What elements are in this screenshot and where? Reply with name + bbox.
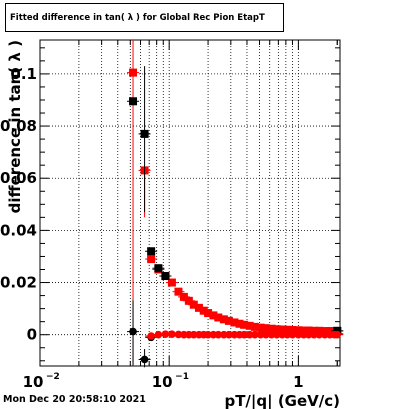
data-point-square bbox=[256, 323, 265, 332]
chart-title-box: Fitted difference in tan( λ ) for Global… bbox=[5, 3, 284, 32]
axis-tick-labels: 00.020.040.060.080.110 −2 10 −1 1 bbox=[0, 65, 304, 391]
data-point-square bbox=[245, 321, 254, 330]
grid-lines bbox=[40, 40, 340, 366]
data-point-square bbox=[230, 318, 239, 327]
data-point-circle bbox=[154, 330, 163, 339]
data-point-square bbox=[209, 311, 218, 320]
axis-ticks bbox=[39, 40, 340, 366]
x-tick-label: 1 bbox=[293, 373, 303, 391]
data-point-square bbox=[267, 324, 276, 333]
x-axis-label: pT/|q| (GeV/c) bbox=[224, 392, 340, 409]
x-tick-label: 10 bbox=[152, 373, 173, 391]
data-point-square bbox=[154, 264, 163, 273]
data-point-circle bbox=[140, 355, 149, 364]
x-tick-label: 10 bbox=[23, 373, 44, 391]
data-point-circle bbox=[129, 327, 137, 336]
data-marks bbox=[127, 40, 344, 368]
data-point-square bbox=[235, 319, 244, 328]
data-point-square bbox=[129, 68, 138, 77]
data-point-square bbox=[261, 324, 270, 333]
x-tick-exponent: −2 bbox=[46, 372, 60, 382]
data-point-square bbox=[199, 306, 208, 315]
data-point-circle bbox=[161, 330, 170, 338]
data-point-square bbox=[147, 247, 156, 256]
data-point-square bbox=[224, 316, 233, 325]
data-point-square bbox=[189, 300, 198, 309]
data-point-square bbox=[214, 313, 223, 322]
y-tick-label: 0.04 bbox=[0, 221, 37, 239]
data-point-square bbox=[140, 129, 149, 138]
data-point-square bbox=[194, 303, 203, 312]
chart-title: Fitted difference in tan( λ ) for Global… bbox=[10, 12, 265, 23]
y-tick-label: 0.06 bbox=[0, 169, 37, 187]
data-point-square bbox=[167, 278, 176, 287]
y-tick-label: 0 bbox=[27, 326, 37, 344]
x-tick-exponent: −1 bbox=[175, 372, 189, 382]
data-point-square bbox=[179, 292, 188, 301]
data-point-circle bbox=[168, 330, 176, 338]
data-point-square bbox=[147, 255, 156, 264]
plot-frame bbox=[39, 39, 341, 367]
data-point-square bbox=[184, 296, 193, 305]
data-point-square bbox=[174, 287, 183, 296]
data-point-circle bbox=[147, 332, 155, 340]
data-point-square bbox=[204, 309, 213, 318]
data-point-square bbox=[161, 272, 170, 281]
datestamp: Mon Dec 20 20:58:10 2021 bbox=[3, 394, 146, 405]
data-point-square bbox=[129, 97, 138, 106]
data-point-square bbox=[250, 322, 259, 331]
data-point-circle bbox=[333, 330, 342, 339]
data-point-square bbox=[219, 315, 228, 324]
y-tick-label: 0.08 bbox=[0, 117, 37, 135]
y-tick-label: 0.1 bbox=[10, 65, 37, 83]
data-point-square bbox=[240, 320, 249, 329]
y-axis-label: difference in tan( λ ) bbox=[6, 40, 24, 213]
y-tick-label: 0.02 bbox=[0, 274, 37, 292]
